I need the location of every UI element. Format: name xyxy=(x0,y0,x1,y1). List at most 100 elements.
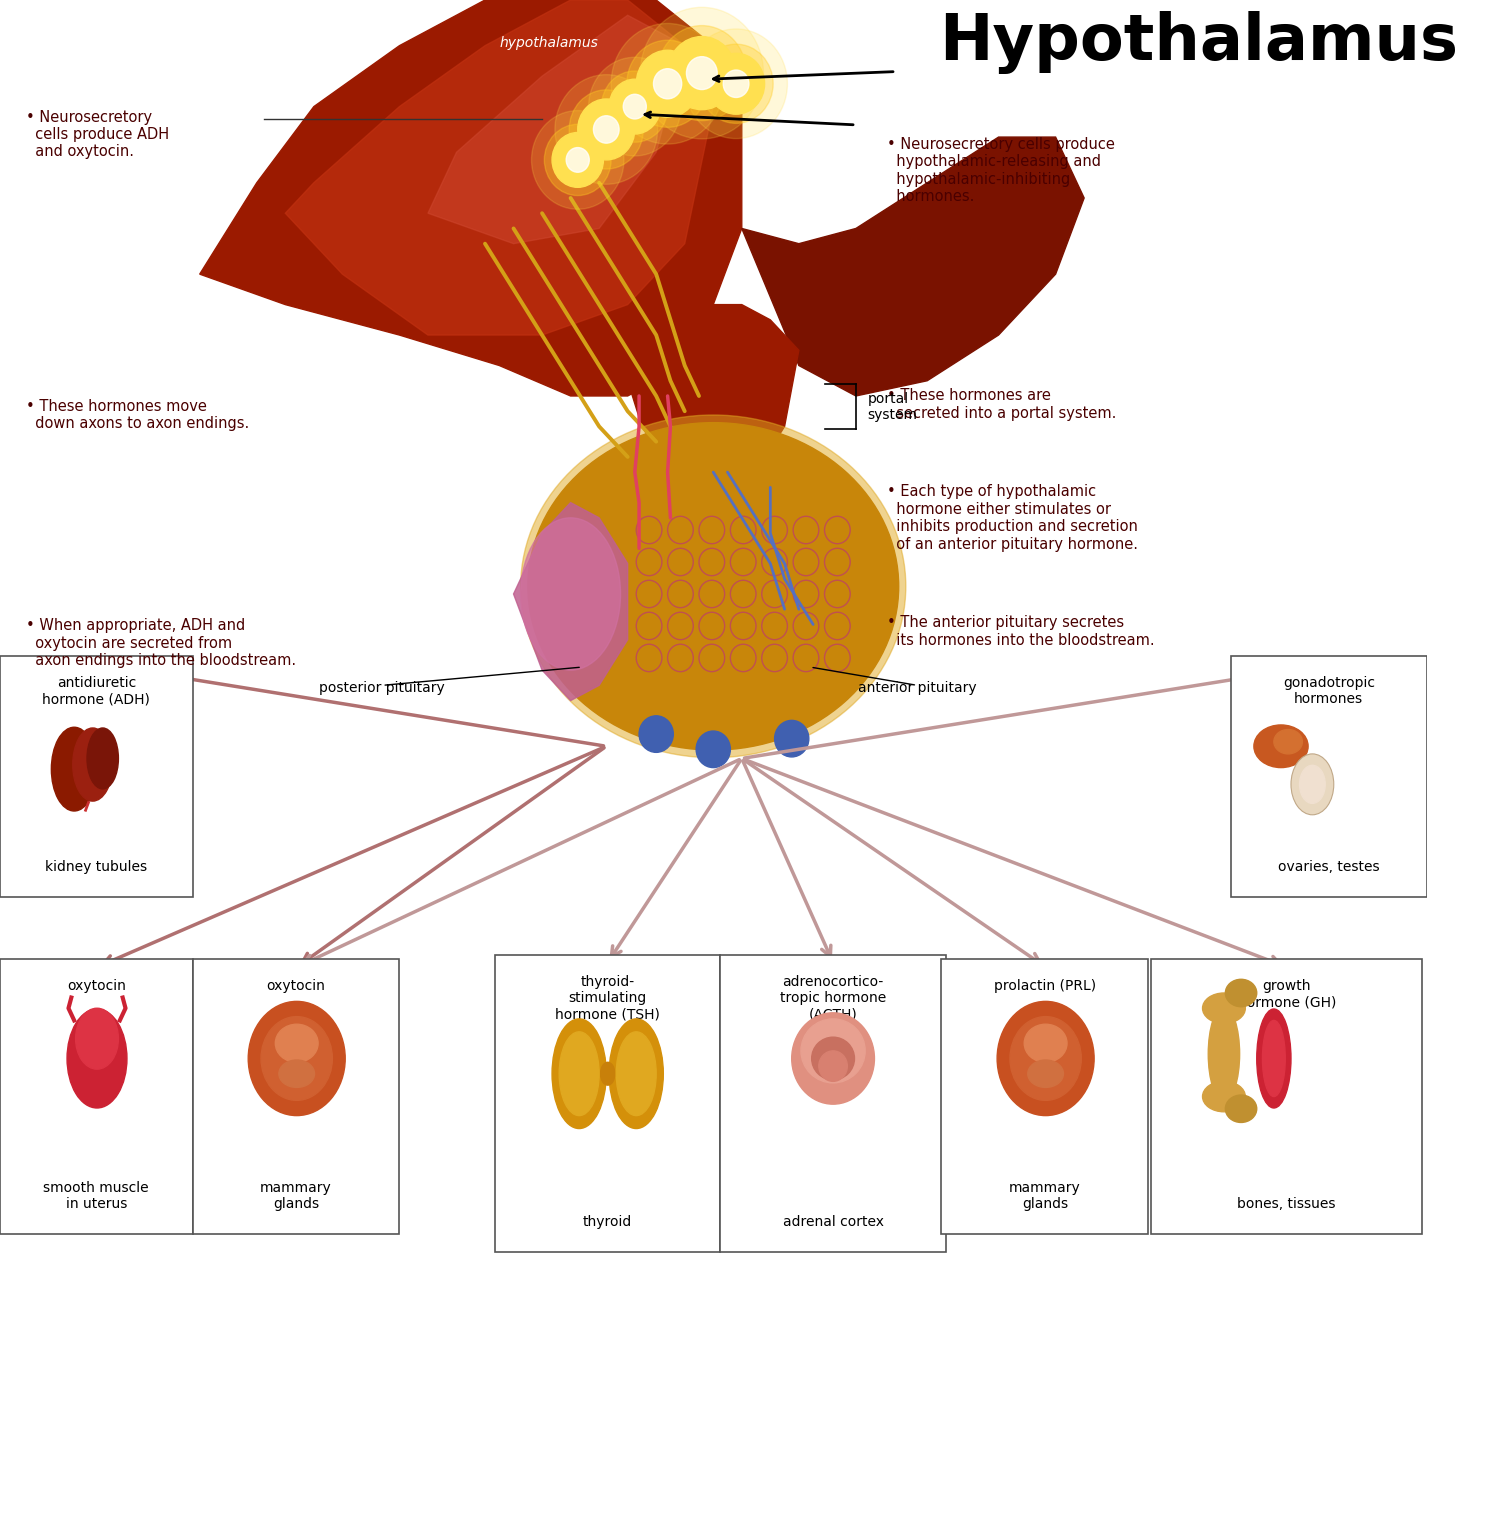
Circle shape xyxy=(568,90,644,169)
Text: growth
hormone (GH): growth hormone (GH) xyxy=(1238,979,1336,1010)
FancyBboxPatch shape xyxy=(1150,959,1422,1234)
Polygon shape xyxy=(513,503,627,701)
Ellipse shape xyxy=(1292,754,1334,815)
Text: mammary
glands: mammary glands xyxy=(1010,1180,1082,1211)
Ellipse shape xyxy=(1263,1020,1286,1097)
Circle shape xyxy=(627,40,708,128)
Circle shape xyxy=(774,720,808,757)
Circle shape xyxy=(552,133,603,187)
Circle shape xyxy=(566,148,590,172)
Ellipse shape xyxy=(1010,1017,1082,1100)
Circle shape xyxy=(544,125,610,195)
Circle shape xyxy=(636,50,699,117)
Ellipse shape xyxy=(528,422,898,751)
Text: mammary
glands: mammary glands xyxy=(260,1180,332,1211)
Text: portal
system: portal system xyxy=(867,391,918,422)
FancyBboxPatch shape xyxy=(192,959,399,1234)
Text: • Each type of hypothalamic
  hormone either stimulates or
  inhibits production: • Each type of hypothalamic hormone eith… xyxy=(888,484,1138,551)
Polygon shape xyxy=(200,0,742,396)
Ellipse shape xyxy=(1208,1007,1239,1101)
Polygon shape xyxy=(427,15,684,244)
Ellipse shape xyxy=(1274,730,1302,754)
Ellipse shape xyxy=(1299,766,1324,804)
FancyBboxPatch shape xyxy=(942,959,1149,1234)
Text: ovaries, testes: ovaries, testes xyxy=(1278,860,1380,874)
Ellipse shape xyxy=(87,728,118,789)
Ellipse shape xyxy=(1254,725,1308,768)
Ellipse shape xyxy=(1203,993,1245,1023)
Circle shape xyxy=(723,70,748,97)
Ellipse shape xyxy=(560,1033,598,1115)
Circle shape xyxy=(602,72,668,142)
Text: bones, tissues: bones, tissues xyxy=(1238,1197,1336,1211)
Polygon shape xyxy=(285,0,714,335)
Circle shape xyxy=(531,111,624,209)
Text: oxytocin: oxytocin xyxy=(267,979,326,993)
Ellipse shape xyxy=(616,1033,656,1115)
Ellipse shape xyxy=(609,1019,663,1129)
Ellipse shape xyxy=(1257,1008,1292,1109)
Polygon shape xyxy=(742,137,1084,396)
FancyBboxPatch shape xyxy=(0,656,192,897)
Circle shape xyxy=(610,23,724,145)
Ellipse shape xyxy=(51,728,98,812)
Circle shape xyxy=(699,44,772,123)
Text: • These hormones are
  secreted into a portal system.: • These hormones are secreted into a por… xyxy=(888,388,1116,420)
Circle shape xyxy=(609,79,660,134)
Text: • The anterior pituitary secretes
  its hormones into the bloodstream.: • The anterior pituitary secretes its ho… xyxy=(888,615,1155,647)
Text: • These hormones move
  down axons to axon endings.: • These hormones move down axons to axon… xyxy=(26,399,249,431)
Ellipse shape xyxy=(1024,1023,1066,1063)
Text: smooth muscle
in uterus: smooth muscle in uterus xyxy=(44,1180,148,1211)
Circle shape xyxy=(684,29,788,139)
Text: • Neurosecretory
  cells produce ADH
  and oxytocin.: • Neurosecretory cells produce ADH and o… xyxy=(26,110,170,160)
Ellipse shape xyxy=(1226,1095,1257,1122)
Ellipse shape xyxy=(68,1008,128,1109)
Ellipse shape xyxy=(248,1002,345,1115)
Ellipse shape xyxy=(1226,979,1257,1007)
Text: posterior pituitary: posterior pituitary xyxy=(320,681,446,694)
FancyBboxPatch shape xyxy=(495,955,720,1252)
Polygon shape xyxy=(614,305,800,503)
Circle shape xyxy=(687,56,717,90)
Circle shape xyxy=(696,731,730,768)
Ellipse shape xyxy=(552,1019,606,1129)
Ellipse shape xyxy=(279,1060,315,1087)
Circle shape xyxy=(708,53,765,114)
FancyBboxPatch shape xyxy=(720,955,946,1252)
Circle shape xyxy=(622,94,646,119)
Text: prolactin (PRL): prolactin (PRL) xyxy=(994,979,1096,993)
Ellipse shape xyxy=(801,1019,865,1083)
Circle shape xyxy=(640,8,764,139)
Ellipse shape xyxy=(520,414,906,758)
Ellipse shape xyxy=(261,1017,333,1100)
Ellipse shape xyxy=(74,728,112,801)
Ellipse shape xyxy=(600,1063,615,1086)
Circle shape xyxy=(657,26,747,120)
Text: Hypothalamus: Hypothalamus xyxy=(939,11,1458,75)
Circle shape xyxy=(578,99,634,160)
Ellipse shape xyxy=(792,1013,874,1104)
Circle shape xyxy=(639,716,674,752)
Text: oxytocin: oxytocin xyxy=(68,979,126,993)
Ellipse shape xyxy=(1203,1081,1245,1112)
Ellipse shape xyxy=(998,1002,1094,1115)
Text: thyroid: thyroid xyxy=(584,1215,633,1229)
Circle shape xyxy=(555,75,657,184)
Text: kidney tubules: kidney tubules xyxy=(45,860,147,874)
FancyBboxPatch shape xyxy=(0,959,192,1234)
Text: • When appropriate, ADH and
  oxytocin are secreted from
  axon endings into the: • When appropriate, ADH and oxytocin are… xyxy=(26,618,296,669)
Text: adrenal cortex: adrenal cortex xyxy=(783,1215,883,1229)
Ellipse shape xyxy=(1028,1060,1063,1087)
Ellipse shape xyxy=(276,1023,318,1063)
Text: hypothalamus: hypothalamus xyxy=(500,35,598,50)
Text: adrenocortico-
tropic hormone
(ACTH): adrenocortico- tropic hormone (ACTH) xyxy=(780,975,886,1020)
Ellipse shape xyxy=(520,518,621,670)
Text: • Neurosecretory cells produce
  hypothalamic-releasing and
  hypothalamic-inhib: • Neurosecretory cells produce hypothala… xyxy=(888,137,1114,204)
Circle shape xyxy=(594,116,619,143)
Circle shape xyxy=(588,58,681,155)
FancyBboxPatch shape xyxy=(1232,656,1426,897)
Ellipse shape xyxy=(75,1008,118,1069)
Text: thyroid-
stimulating
hormone (TSH): thyroid- stimulating hormone (TSH) xyxy=(555,975,660,1020)
Ellipse shape xyxy=(812,1037,855,1080)
Text: gonadotropic
hormones: gonadotropic hormones xyxy=(1282,676,1376,707)
